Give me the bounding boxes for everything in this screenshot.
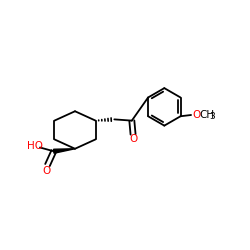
Text: HO: HO	[28, 141, 44, 151]
Polygon shape	[54, 149, 75, 153]
Text: 3: 3	[209, 112, 215, 121]
Text: O: O	[193, 110, 201, 120]
Text: O: O	[129, 134, 137, 144]
Text: CH: CH	[199, 110, 214, 120]
Text: O: O	[42, 166, 50, 175]
